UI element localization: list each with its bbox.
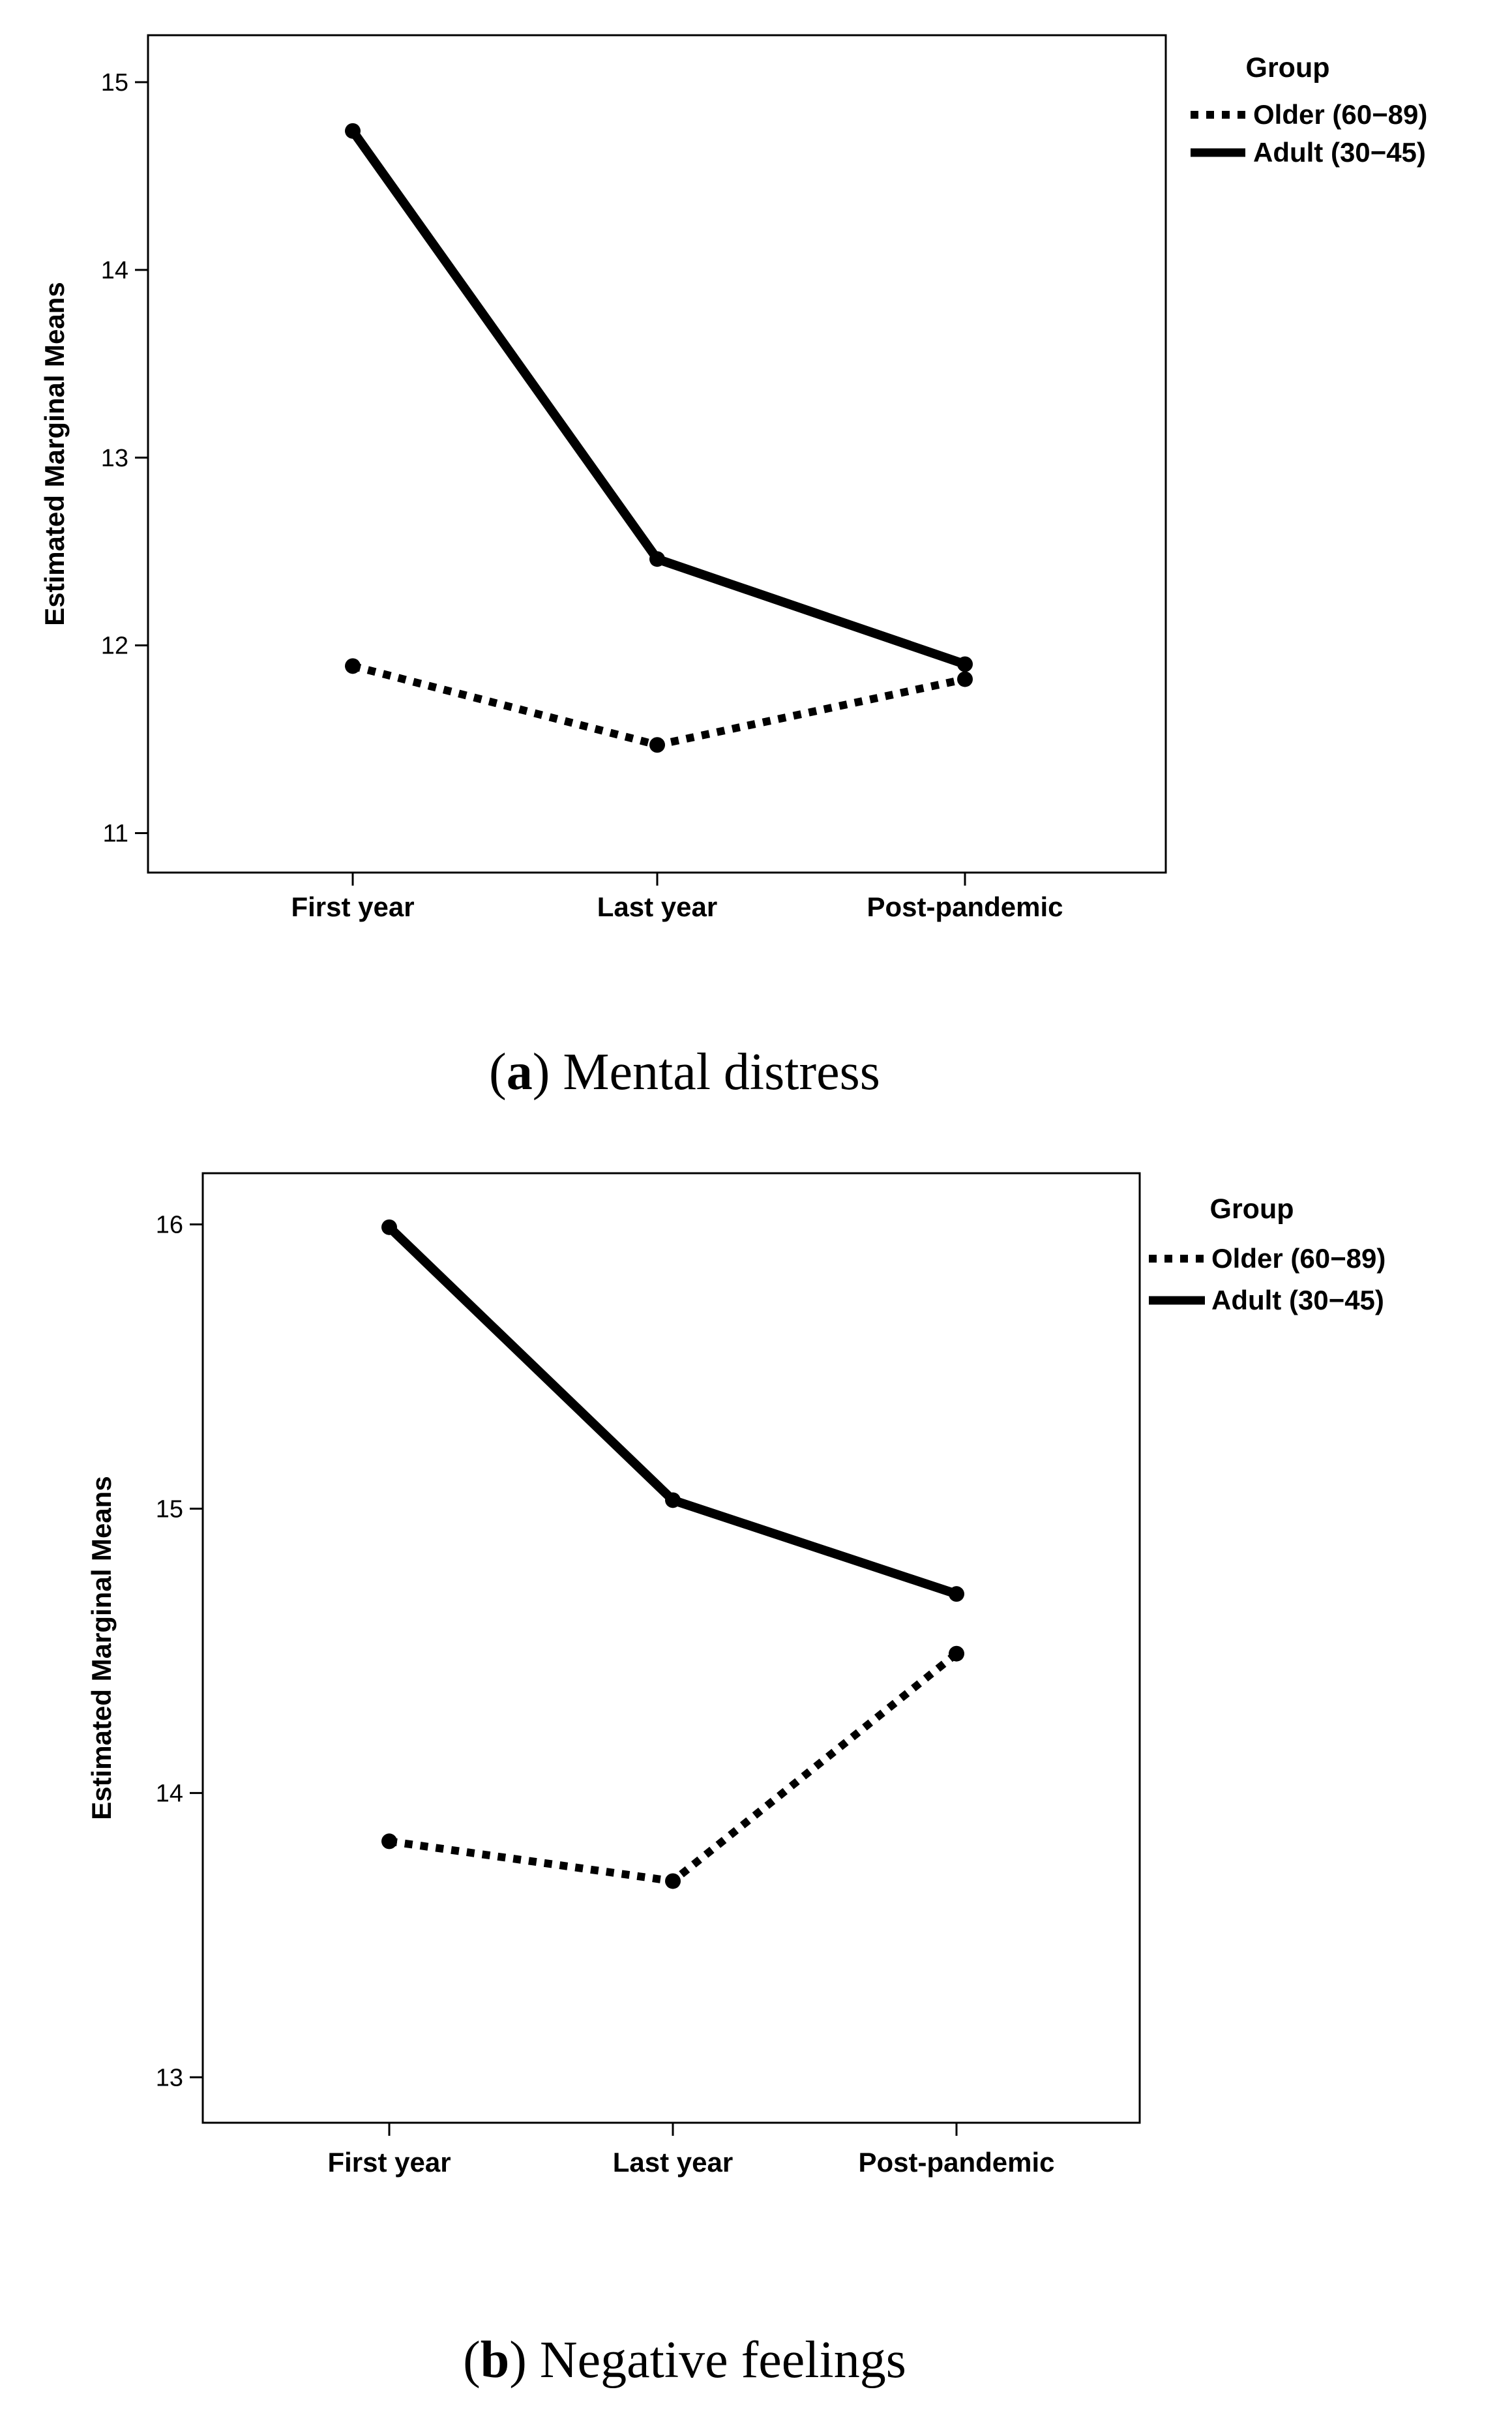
y-axis-title: Estimated Marginal Means [86,1476,117,1819]
data-point-adult [949,1586,964,1602]
data-point-adult [649,551,665,567]
data-point-older [381,1833,397,1849]
x-tick-label: Post-pandemic [867,891,1063,922]
legend-label-adult: Adult (30−45) [1253,137,1426,168]
legend-label-adult: Adult (30−45) [1211,1285,1384,1315]
y-tick-label: 11 [103,820,128,848]
data-point-adult [381,1219,397,1235]
series-line-adult [349,128,967,669]
chart-panel-a: 11 12 13 14 15 First year Last year Post-pandem… [39,34,1427,1101]
figure-caption: (b) Negative feelings [463,2331,906,2389]
series-line-older [389,1651,959,1885]
caption-letter: a [507,1043,533,1101]
data-point-older [949,1645,964,1662]
legend-label-older: Older (60−89) [1253,99,1427,130]
x-tick-label: Last year [613,2147,733,2178]
y-tick-label: 15 [156,1495,183,1523]
data-point-older [957,671,973,687]
data-point-adult [345,123,361,139]
series-line-older [351,662,966,749]
legend-title: Group [1210,1193,1294,1225]
y-tick-label: 14 [156,1780,183,1807]
legend-title: Group [1246,52,1330,83]
data-point-older [649,737,665,753]
data-point-older [345,658,361,674]
data-point-older [665,1873,681,1889]
x-tick-label: Last year [597,891,717,922]
data-point-adult [957,656,973,672]
legend-label-older: Older (60−89) [1211,1243,1386,1274]
y-axis-title: Estimated Marginal Means [39,282,70,625]
series-line-adult [386,1223,958,1598]
y-tick-label: 14 [101,257,128,284]
y-tick-label: 13 [156,2064,183,2091]
caption-letter: b [481,2331,510,2389]
figure-caption: (a) Mental distress [489,1043,880,1101]
y-tick-label: 15 [101,69,128,97]
x-tick-label: First year [327,2147,451,2178]
y-tick-label: 13 [101,445,128,472]
y-tick-label: 12 [101,633,128,660]
caption-text: Negative feelings [540,2331,906,2389]
x-tick-label: First year [291,891,414,922]
x-tick-label: Post-pandemic [858,2147,1054,2178]
chart-panel-b: 13 14 15 16 First year Last year Post-pandemic… [86,1172,1386,2389]
y-tick-label: 16 [156,1211,183,1238]
caption-text: Mental distress [563,1043,880,1101]
data-point-adult [665,1492,681,1508]
plot-frame [201,1172,1141,2124]
